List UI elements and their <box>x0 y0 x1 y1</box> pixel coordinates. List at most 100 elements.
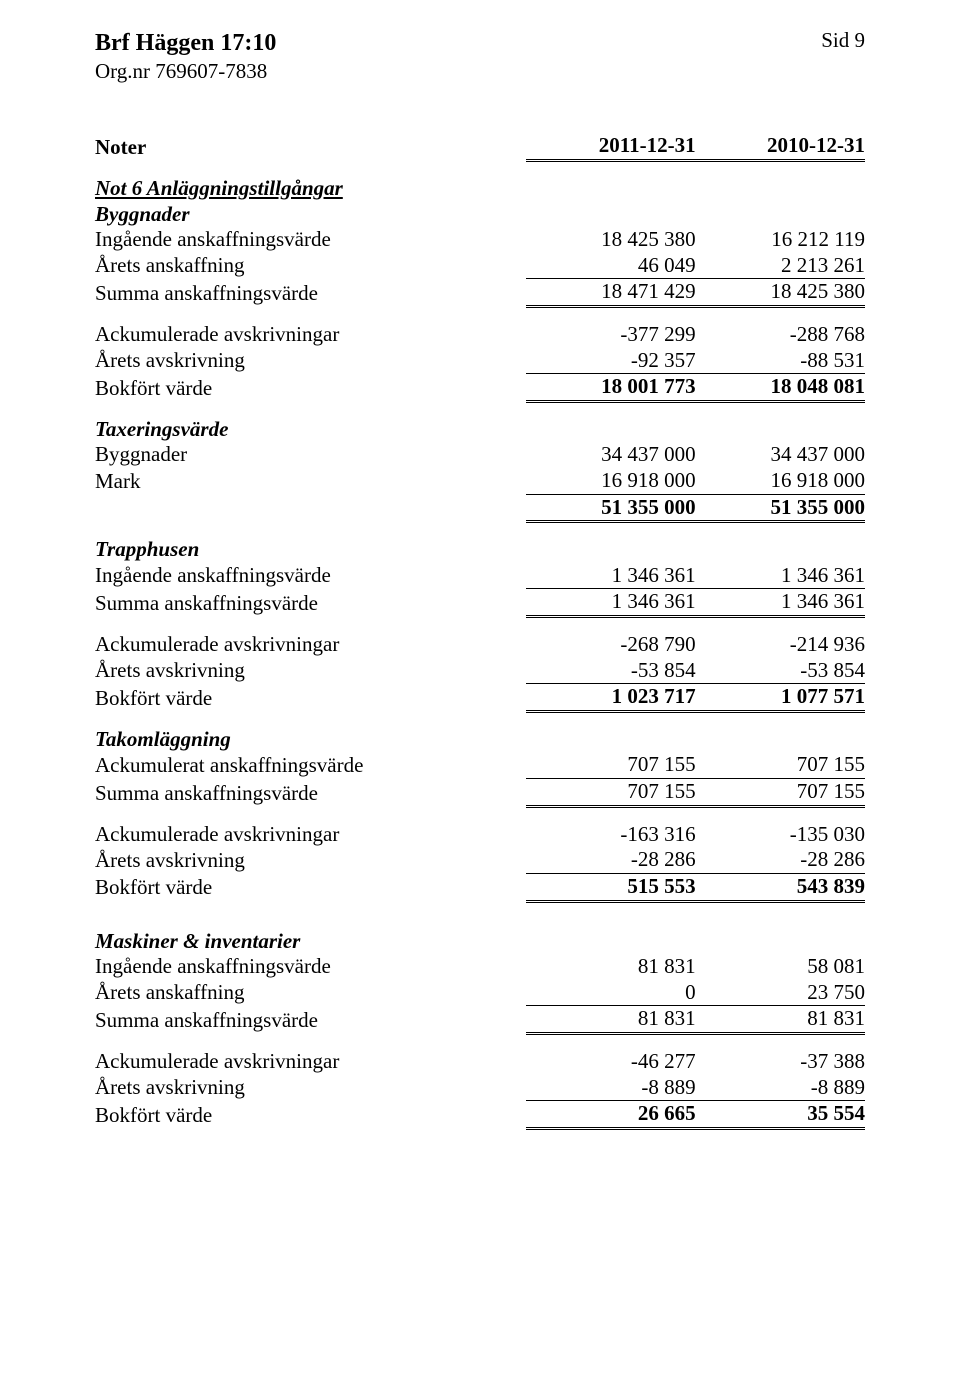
row-label: Bokfört värde <box>95 374 526 402</box>
table-row: Årets avskrivning -53 854 -53 854 <box>95 658 865 684</box>
row-c2: 543 839 <box>696 873 865 901</box>
note-title: Not 6 Anläggningstillgångar <box>95 176 526 202</box>
row-label: Årets avskrivning <box>95 1075 526 1101</box>
row-c1: 707 155 <box>526 752 695 778</box>
table-row: Ingående anskaffningsvärde 18 425 380 16… <box>95 227 865 253</box>
table-row: Ackumulerade avskrivningar -377 299 -288… <box>95 322 865 348</box>
section-title: Taxeringsvärde <box>95 417 526 443</box>
row-c2: -135 030 <box>696 822 865 848</box>
row-c2: 18 048 081 <box>696 374 865 402</box>
row-c2: -37 388 <box>696 1049 865 1075</box>
row-c1: 515 553 <box>526 873 695 901</box>
org-block: Brf Häggen 17:10 Org.nr 769607-7838 <box>95 28 276 85</box>
finance-table: Noter 2011-12-31 2010-12-31 Not 6 Anlägg… <box>95 133 865 1130</box>
row-label: Ackumulerade avskrivningar <box>95 822 526 848</box>
sum-row: 51 355 000 51 355 000 <box>95 494 865 522</box>
row-label: Ackumulerat anskaffningsvärde <box>95 752 526 778</box>
heading-col2: 2010-12-31 <box>696 133 865 160</box>
row-c1: -53 854 <box>526 658 695 684</box>
sum-row: Summa anskaffningsvärde 1 346 361 1 346 … <box>95 589 865 617</box>
book-value-row: Bokfört värde 1 023 717 1 077 571 <box>95 684 865 712</box>
row-c1: -92 357 <box>526 348 695 374</box>
table-row: Ackumulerade avskrivningar -46 277 -37 3… <box>95 1049 865 1075</box>
row-label: Byggnader <box>95 442 526 468</box>
row-c1: 0 <box>526 980 695 1006</box>
row-c1: 18 471 429 <box>526 279 695 307</box>
row-c2: 707 155 <box>696 752 865 778</box>
row-c1: 81 831 <box>526 954 695 980</box>
page-header: Brf Häggen 17:10 Org.nr 769607-7838 Sid … <box>95 28 865 85</box>
row-label: Bokfört värde <box>95 873 526 901</box>
sum-row: Summa anskaffningsvärde 81 831 81 831 <box>95 1006 865 1034</box>
row-c2: -288 768 <box>696 322 865 348</box>
row-c2: 2 213 261 <box>696 253 865 279</box>
table-row: Mark 16 918 000 16 918 000 <box>95 468 865 494</box>
row-c1: -46 277 <box>526 1049 695 1075</box>
row-c2: 81 831 <box>696 1006 865 1034</box>
row-c2: 1 346 361 <box>696 563 865 589</box>
section-byggnader-title: Byggnader <box>95 202 865 228</box>
row-c2: 1 346 361 <box>696 589 865 617</box>
table-row: Årets avskrivning -8 889 -8 889 <box>95 1075 865 1101</box>
row-c2: 16 918 000 <box>696 468 865 494</box>
section-trapphusen-title: Trapphusen <box>95 537 865 563</box>
row-label: Bokfört värde <box>95 684 526 712</box>
row-c2: 34 437 000 <box>696 442 865 468</box>
section-title: Takomläggning <box>95 727 526 753</box>
heading-col1: 2011-12-31 <box>526 133 695 160</box>
table-row: Byggnader 34 437 000 34 437 000 <box>95 442 865 468</box>
row-c1: -163 316 <box>526 822 695 848</box>
content: Noter 2011-12-31 2010-12-31 Not 6 Anlägg… <box>95 133 865 1130</box>
row-c2: 23 750 <box>696 980 865 1006</box>
row-c1: 18 001 773 <box>526 374 695 402</box>
row-label: Årets avskrivning <box>95 847 526 873</box>
row-c2: 35 554 <box>696 1101 865 1129</box>
row-c2: 18 425 380 <box>696 279 865 307</box>
row-label: Mark <box>95 468 526 494</box>
table-row: Årets anskaffning 46 049 2 213 261 <box>95 253 865 279</box>
table-row: Årets avskrivning -28 286 -28 286 <box>95 847 865 873</box>
table-row: Ingående anskaffningsvärde 81 831 58 081 <box>95 954 865 980</box>
row-c1: 34 437 000 <box>526 442 695 468</box>
row-label: Ingående anskaffningsvärde <box>95 227 526 253</box>
row-c1: 707 155 <box>526 779 695 807</box>
sum-row: Summa anskaffningsvärde 707 155 707 155 <box>95 779 865 807</box>
row-c2: -214 936 <box>696 632 865 658</box>
table-row: Ackumulerat anskaffningsvärde 707 155 70… <box>95 752 865 778</box>
row-label: Årets anskaffning <box>95 980 526 1006</box>
note-title-row: Not 6 Anläggningstillgångar <box>95 176 865 202</box>
row-label: Ackumulerade avskrivningar <box>95 322 526 348</box>
sum-row: Summa anskaffningsvärde 18 471 429 18 42… <box>95 279 865 307</box>
section-maskiner-title: Maskiner & inventarier <box>95 929 865 955</box>
row-label: Ingående anskaffningsvärde <box>95 954 526 980</box>
section-title: Maskiner & inventarier <box>95 929 526 955</box>
row-label: Bokfört värde <box>95 1101 526 1129</box>
row-label: Ingående anskaffningsvärde <box>95 563 526 589</box>
row-c1: 16 918 000 <box>526 468 695 494</box>
book-value-row: Bokfört värde 26 665 35 554 <box>95 1101 865 1129</box>
row-c1: -8 889 <box>526 1075 695 1101</box>
table-row: Ackumulerade avskrivningar -268 790 -214… <box>95 632 865 658</box>
row-c1: 46 049 <box>526 253 695 279</box>
page-number: Sid 9 <box>821 28 865 53</box>
row-label: Summa anskaffningsvärde <box>95 779 526 807</box>
row-label: Ackumulerade avskrivningar <box>95 1049 526 1075</box>
row-c2: 707 155 <box>696 779 865 807</box>
table-row: Årets anskaffning 0 23 750 <box>95 980 865 1006</box>
row-c2: 1 077 571 <box>696 684 865 712</box>
row-c1: 51 355 000 <box>526 494 695 522</box>
row-label: Årets anskaffning <box>95 253 526 279</box>
row-c1: -377 299 <box>526 322 695 348</box>
section-tax-title: Taxeringsvärde <box>95 417 865 443</box>
row-c2: -28 286 <box>696 847 865 873</box>
org-number: Org.nr 769607-7838 <box>95 58 276 85</box>
row-c1: 26 665 <box>526 1101 695 1129</box>
row-c2: -88 531 <box>696 348 865 374</box>
org-title: Brf Häggen 17:10 <box>95 28 276 58</box>
table-heading-row: Noter 2011-12-31 2010-12-31 <box>95 133 865 160</box>
row-c1: 1 023 717 <box>526 684 695 712</box>
heading-label: Noter <box>95 133 526 160</box>
row-label: Summa anskaffningsvärde <box>95 589 526 617</box>
book-value-row: Bokfört värde 515 553 543 839 <box>95 873 865 901</box>
row-c1: 18 425 380 <box>526 227 695 253</box>
